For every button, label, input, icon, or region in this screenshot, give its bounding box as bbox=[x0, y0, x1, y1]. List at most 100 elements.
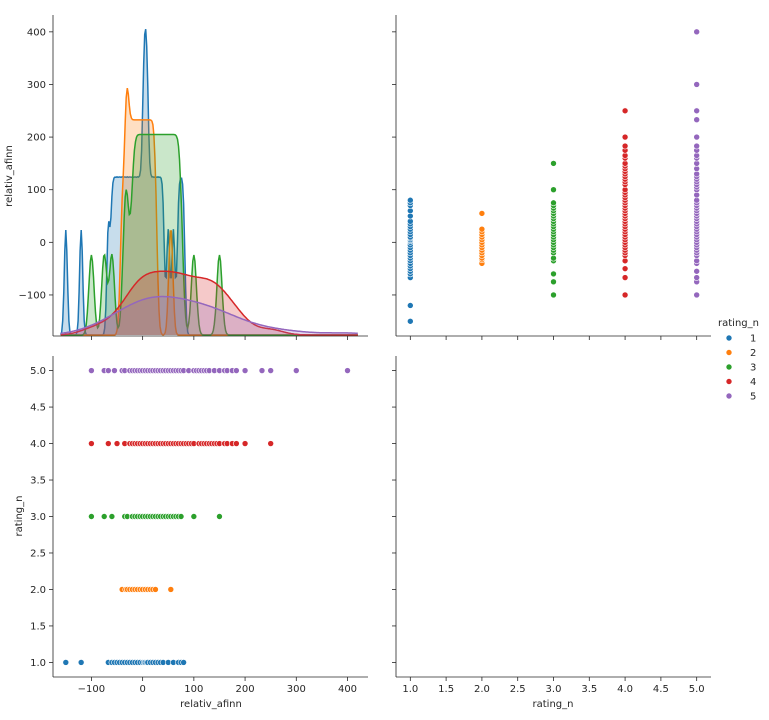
point-rating-4 bbox=[267, 440, 274, 447]
legend-marker-2 bbox=[725, 349, 733, 356]
point-rating-5 bbox=[693, 133, 700, 141]
legend-label-5: 5 bbox=[750, 392, 756, 403]
point-rating-5 bbox=[292, 367, 300, 374]
kde-line-rating-5 bbox=[60, 295, 358, 335]
panel-scatter-afinn-vs-rating bbox=[392, 15, 711, 340]
kde-ytick-label: 100 bbox=[27, 185, 46, 196]
point-rating-4 bbox=[621, 142, 629, 150]
x-axis-label-rating-n: rating_n bbox=[533, 699, 574, 710]
point-rating-1 bbox=[407, 196, 414, 204]
point-rating-4 bbox=[233, 440, 240, 447]
point-rating-5 bbox=[693, 267, 700, 275]
point-rating-5 bbox=[693, 291, 700, 299]
point-rating-3 bbox=[550, 291, 557, 299]
point-rating-5 bbox=[88, 367, 95, 374]
legend-marker-3 bbox=[725, 363, 733, 371]
kde-ytick-label: 0 bbox=[40, 238, 46, 249]
point-rating-2 bbox=[167, 586, 175, 593]
point-rating-4 bbox=[621, 274, 629, 281]
legend: rating_n 1 2 3 4 5 bbox=[718, 318, 759, 403]
kde-ytick-label: −100 bbox=[19, 290, 46, 301]
kde-ytick-label: 400 bbox=[27, 27, 46, 38]
scatter-bl-ytick-label: 2.0 bbox=[30, 585, 46, 596]
scatter-bl-ytick-label: 1.0 bbox=[30, 658, 46, 669]
scatter-bl-ytick-label: 3.0 bbox=[30, 512, 46, 523]
empty-xtick-label: 4.5 bbox=[653, 684, 669, 695]
panel-scatter-rating-vs-afinn: −100 0 100 200 300 400 1.0 1.5 2.0 2.5 3.0 3.5 4.0 4.… bbox=[30, 356, 368, 695]
scatter-bl-xtick-label: −100 bbox=[78, 684, 105, 695]
point-rating-4 bbox=[621, 107, 629, 115]
empty-xtick-label: 2.0 bbox=[474, 684, 490, 695]
x-axis-label-relativ-afinn: relativ_afinn bbox=[180, 699, 242, 710]
scatter-bl-xtick-label: 0 bbox=[139, 684, 145, 695]
empty-xtick-label: 1.0 bbox=[402, 684, 418, 695]
point-rating-1 bbox=[62, 659, 70, 666]
point-rating-5 bbox=[258, 367, 266, 374]
legend-label-4: 4 bbox=[750, 377, 756, 388]
legend-label-1: 1 bbox=[750, 334, 756, 345]
point-rating-4 bbox=[621, 291, 629, 299]
point-rating-2 bbox=[478, 225, 486, 233]
point-rating-1 bbox=[407, 317, 414, 325]
scatter-bl-ytick-label: 5.0 bbox=[30, 366, 46, 377]
point-rating-4 bbox=[241, 440, 249, 447]
point-rating-2 bbox=[478, 210, 486, 217]
point-rating-3 bbox=[177, 513, 185, 520]
legend-label-3: 3 bbox=[750, 363, 756, 374]
point-rating-5 bbox=[693, 274, 700, 281]
point-rating-1 bbox=[407, 302, 414, 309]
point-rating-5 bbox=[693, 107, 700, 115]
point-rating-3 bbox=[550, 186, 557, 194]
point-rating-5 bbox=[241, 367, 249, 374]
point-rating-5 bbox=[693, 81, 700, 88]
point-rating-4 bbox=[621, 265, 629, 272]
legend-marker-5 bbox=[725, 392, 733, 400]
point-rating-5 bbox=[693, 28, 700, 36]
scatter-bl-xtick-label: 100 bbox=[184, 684, 203, 695]
point-rating-3 bbox=[550, 160, 557, 167]
legend-label-2: 2 bbox=[750, 348, 756, 359]
axis-labels: relativ_afinn rating_n relativ_afinn rat… bbox=[4, 145, 573, 710]
scatter-bl-ytick-label: 2.5 bbox=[30, 548, 46, 559]
point-rating-3 bbox=[100, 513, 108, 520]
scatter-bl-ytick-label: 3.5 bbox=[30, 476, 46, 487]
point-rating-5 bbox=[344, 367, 351, 374]
y-axis-label-relativ-afinn: relativ_afinn bbox=[4, 145, 15, 207]
kde-fill-rating-5 bbox=[60, 296, 358, 335]
scatter-bl-xtick-label: 300 bbox=[287, 684, 306, 695]
point-rating-5 bbox=[267, 367, 274, 374]
empty-xtick-label: 5.0 bbox=[689, 684, 705, 695]
kde-fill-rating-1 bbox=[60, 29, 358, 335]
point-rating-5 bbox=[111, 367, 118, 374]
point-rating-3 bbox=[108, 513, 116, 520]
legend-marker-1 bbox=[725, 334, 733, 342]
legend-title: rating_n bbox=[718, 318, 759, 329]
empty-xtick-label: 3.0 bbox=[546, 684, 562, 695]
point-rating-3 bbox=[550, 199, 557, 207]
legend-marker-4 bbox=[725, 378, 733, 385]
point-rating-3 bbox=[190, 513, 198, 520]
scatter-bl-ytick-label: 4.0 bbox=[30, 439, 46, 450]
scatter-bl-xtick-label: 400 bbox=[338, 684, 357, 695]
scatter-bl-ytick-label: 4.5 bbox=[30, 403, 46, 414]
panel-empty-diagonal: 1.0 1.5 2.0 2.5 3.0 3.5 4.0 4.5 5.0 bbox=[392, 356, 711, 695]
point-rating-3 bbox=[216, 513, 223, 520]
point-rating-1 bbox=[77, 659, 85, 666]
empty-xtick-label: 3.5 bbox=[581, 684, 597, 695]
kde-fill-rating-4 bbox=[60, 271, 358, 335]
kde-ytick-label: 300 bbox=[27, 80, 46, 91]
empty-xtick-label: 1.5 bbox=[438, 684, 454, 695]
scatter-bl-ytick-label: 1.5 bbox=[30, 621, 46, 632]
y-axis-label-rating-n: rating_n bbox=[14, 496, 25, 537]
point-rating-5 bbox=[693, 142, 700, 150]
scatter-bl-xtick-label: 200 bbox=[236, 684, 255, 695]
empty-xtick-label: 4.0 bbox=[617, 684, 633, 695]
point-rating-5 bbox=[105, 367, 112, 374]
point-rating-3 bbox=[550, 278, 557, 286]
point-rating-3 bbox=[550, 270, 557, 278]
point-rating-3 bbox=[88, 513, 95, 520]
panel-kde-relativ-afinn: −100 0 100 200 300 400 bbox=[19, 15, 368, 340]
point-rating-4 bbox=[113, 440, 121, 447]
point-rating-1 bbox=[180, 659, 187, 666]
